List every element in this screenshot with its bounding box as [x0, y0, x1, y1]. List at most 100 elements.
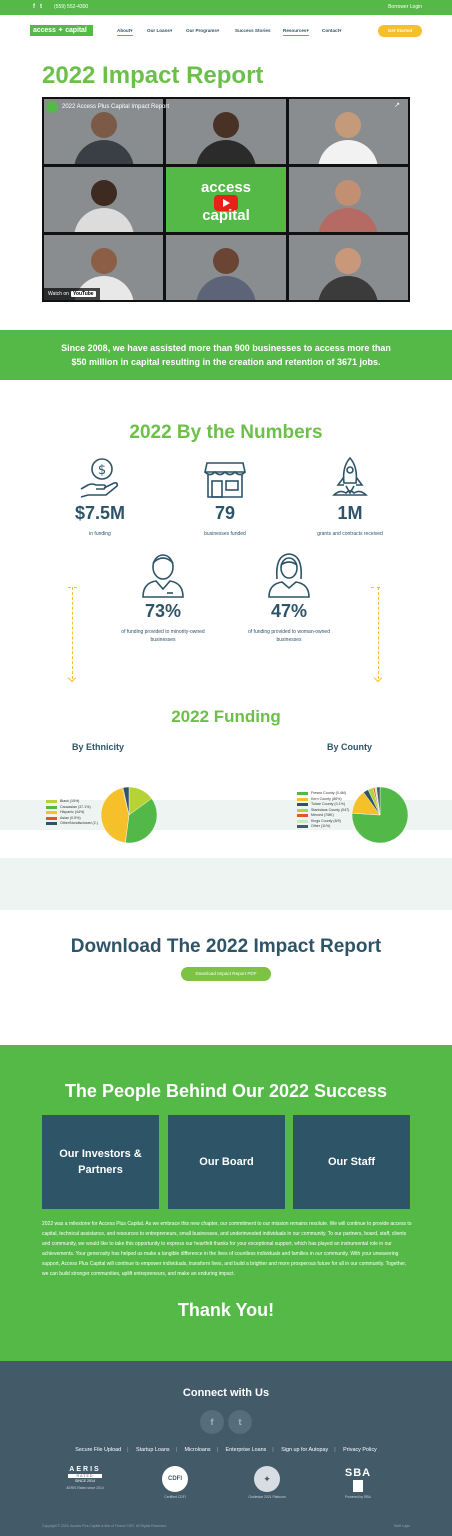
- twitter-icon[interactable]: t: [228, 1410, 252, 1434]
- our-board-card[interactable]: Our Board: [168, 1115, 285, 1209]
- watch-on-youtube-button[interactable]: Watch on YouTube: [44, 288, 100, 300]
- legend-swatch: [46, 805, 57, 809]
- video-player[interactable]: access capital 2022 Access Plus Capital …: [42, 97, 410, 302]
- watch-on-label: Watch on: [48, 291, 69, 297]
- share-icon[interactable]: ↗: [394, 102, 400, 109]
- by-county-heading: By County: [327, 742, 372, 752]
- legend-item: Fresno County (0.4M): [297, 791, 349, 797]
- cdfi-badge[interactable]: CDFI Certified CDFI: [145, 1466, 205, 1499]
- video-tile: [288, 235, 408, 300]
- footer-link-microloans[interactable]: Microloans: [184, 1447, 211, 1453]
- video-tile: [44, 99, 164, 164]
- link-separator: |: [272, 1447, 274, 1453]
- sba-logo: SBA: [344, 1467, 372, 1479]
- pie-slice[interactable]: [122, 786, 130, 816]
- stat-value: 47%: [270, 601, 308, 621]
- funding-title: 2022 Funding: [171, 707, 281, 726]
- nav-item-our-programs[interactable]: Our Programs▾: [186, 28, 220, 33]
- ethnicity-pie-chart: [100, 786, 158, 844]
- footer-link-privacy[interactable]: Privacy Policy: [343, 1447, 377, 1453]
- stat-value: 79: [214, 503, 236, 523]
- legend-swatch: [46, 822, 57, 826]
- video-tile: [166, 235, 286, 300]
- video-tile: [44, 167, 164, 232]
- borrower-login-link[interactable]: Borrower Login: [388, 4, 422, 10]
- page-title: 2022 Impact Report: [42, 62, 264, 89]
- woman-icon: [234, 551, 344, 599]
- badge-caption: AERIS Rated since 2014: [66, 1486, 104, 1490]
- stat-label: in funding: [89, 531, 111, 537]
- footer-link-secure-upload[interactable]: Secure File Upload: [75, 1447, 122, 1453]
- video-brand-line2: capital: [202, 207, 250, 224]
- our-staff-card[interactable]: Our Staff: [293, 1115, 410, 1209]
- legend-label: Black (15%): [60, 799, 80, 803]
- nav-item-resources[interactable]: Resources▾: [283, 28, 309, 36]
- nav-item-success-stories[interactable]: Success Stories: [235, 28, 271, 33]
- site-logo[interactable]: access ✦ capital: [30, 25, 93, 36]
- link-separator: |: [334, 1447, 336, 1453]
- pie-slice[interactable]: [100, 787, 130, 843]
- link-separator: |: [127, 1447, 129, 1453]
- video-title-bar[interactable]: 2022 Access Plus Capital Impact Report: [46, 101, 169, 113]
- video-thumbnail: access capital: [44, 99, 408, 300]
- download-pdf-button[interactable]: Download Impact Report PDF: [181, 967, 271, 981]
- thank-you-heading: Thank You!: [177, 1300, 275, 1320]
- video-tile: [288, 99, 408, 164]
- pie-slice[interactable]: [376, 786, 381, 816]
- get-started-button[interactable]: Get Started: [378, 25, 422, 37]
- play-button[interactable]: [213, 195, 238, 211]
- footer-link-autopay[interactable]: Sign up for Autopay: [281, 1447, 329, 1453]
- video-title[interactable]: 2022 Access Plus Capital Impact Report: [62, 104, 170, 110]
- legend-item: Asian (0.5%): [46, 816, 98, 822]
- chart-footer-panel: [0, 858, 452, 910]
- twitter-icon[interactable]: t: [40, 4, 42, 10]
- footer-links: Secure File Upload | Startup Loans | Micro…: [0, 1447, 452, 1453]
- channel-avatar[interactable]: [46, 101, 58, 113]
- badge-caption: Guidestar 2021 Platinum: [248, 1495, 286, 1499]
- nav-item-contact[interactable]: Contact▾: [322, 28, 342, 33]
- stat-value: $7.5M: [74, 503, 126, 523]
- nav-item-our-loans-label: Our Loans: [147, 28, 170, 33]
- stat-value: 1M: [337, 503, 363, 523]
- legend-item: Hispanic (44%): [46, 810, 98, 816]
- legend-item: Other/Nondisclosed (2.): [46, 821, 98, 827]
- footer-link-startup-loans[interactable]: Startup Loans: [136, 1447, 170, 1453]
- man-icon: [108, 551, 218, 599]
- legend-swatch: [297, 819, 308, 823]
- legend-label: Hispanic (44%): [60, 810, 85, 814]
- youtube-logo: YouTube: [70, 291, 96, 297]
- facebook-icon[interactable]: f: [200, 1410, 224, 1434]
- aeris-badge[interactable]: AERIS RATED SINCE 2014 AERIS Rated since…: [55, 1466, 115, 1490]
- phone-link[interactable]: (559) 552-4300: [54, 4, 89, 10]
- legend-label: Stanislaus County (047): [311, 807, 350, 812]
- staff-login-link[interactable]: Staff Login: [393, 1524, 410, 1528]
- pie-slice[interactable]: [125, 798, 158, 844]
- sba-badge[interactable]: SBA Powered by SBA: [328, 1466, 388, 1499]
- video-brand-line1: access: [200, 179, 252, 196]
- nav-item-our-loans[interactable]: Our Loans▾: [147, 28, 173, 33]
- connect-heading: Connect with Us: [182, 1387, 270, 1399]
- legend-label: Merced (7/8K): [311, 813, 334, 817]
- impact-summary-line2: $50 million in capital resulting in the …: [71, 357, 381, 367]
- badge-caption: Certified CDFI: [164, 1495, 186, 1499]
- guidestar-badge[interactable]: ✦ Guidestar 2021 Platinum: [237, 1466, 297, 1499]
- legend-swatch: [297, 797, 308, 801]
- dashed-line: [72, 587, 73, 679]
- aeris-logo-sub: RATED: [68, 1474, 102, 1478]
- stat-label-line2: businesses: [150, 637, 176, 643]
- stat-label: businesses funded: [204, 531, 246, 537]
- nav-item-about[interactable]: About▾: [117, 28, 133, 36]
- ethnicity-legend: Black (15%) Caucasian (37.1%) Hispanic (44…: [46, 799, 98, 827]
- video-tile: [166, 99, 286, 164]
- stat-label-line1: of funding provided to woman-owned: [248, 629, 330, 635]
- stat-minority-owned: 73% of funding provided to minority-owne…: [108, 551, 218, 644]
- impact-summary-line1: Since 2008, we have assisted more than 9…: [61, 343, 391, 353]
- facebook-icon[interactable]: f: [33, 4, 35, 10]
- nav-item-our-programs-label: Our Programs: [186, 28, 217, 33]
- download-title: Download The 2022 Impact Report: [70, 936, 382, 957]
- sba-logo-mark: [353, 1480, 363, 1492]
- footer: [0, 1361, 452, 1536]
- investors-partners-card[interactable]: Our Investors & Partners: [42, 1115, 159, 1209]
- footer-link-enterprise-loans[interactable]: Enterprise Loans: [225, 1447, 267, 1453]
